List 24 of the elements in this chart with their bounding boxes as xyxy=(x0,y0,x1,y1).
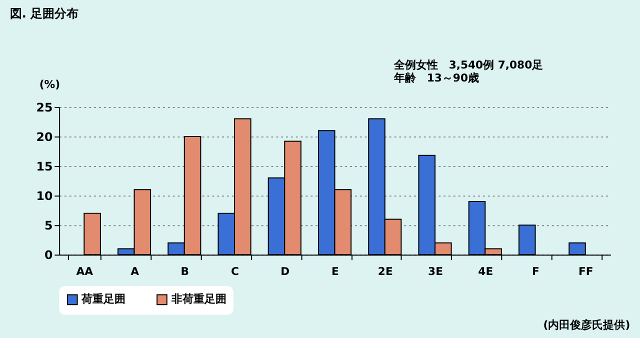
x-tick-label: AA xyxy=(76,264,94,278)
text: (内田俊彦氏提供) xyxy=(543,318,630,332)
x-tick-label: C xyxy=(231,264,240,278)
legend-label: 非荷重足囲 xyxy=(170,292,226,306)
x-tick-label: A xyxy=(130,264,140,278)
y-tick-label: 5 xyxy=(44,218,53,233)
x-tick-label: 3E xyxy=(428,264,443,278)
text: 年齢 13～90歳 xyxy=(392,71,479,84)
legend-label: 荷重足囲 xyxy=(80,292,126,306)
x-tick-label: D xyxy=(280,264,290,278)
y-tick-label: 25 xyxy=(36,100,53,114)
y-tick-label: 15 xyxy=(36,159,53,174)
chart-title: 図. 足囲分布 xyxy=(10,6,78,20)
x-tick-label: 4E xyxy=(478,264,494,278)
y-tick-label: 10 xyxy=(36,189,53,204)
y-axis-title: (%) xyxy=(39,78,60,91)
x-tick-label: F xyxy=(532,264,540,278)
x-tick-label: FF xyxy=(578,264,594,278)
x-tick-label: 2E xyxy=(378,264,393,278)
text: 全例女性 3,540例 7,080足 xyxy=(392,58,544,72)
x-tick-label: E xyxy=(332,264,339,278)
y-tick-label: 0 xyxy=(44,248,53,262)
x-tick-label: B xyxy=(180,264,190,278)
y-tick-label: 20 xyxy=(36,130,53,144)
